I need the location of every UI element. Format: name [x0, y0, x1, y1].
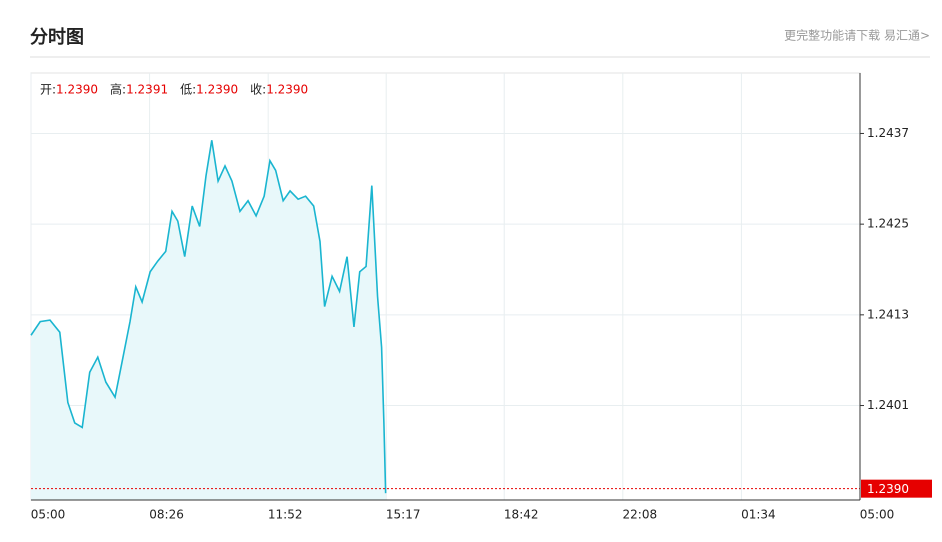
last-price-tag: [861, 479, 932, 498]
x-tick-label: 18:42: [504, 508, 539, 522]
x-tick-label: 05:00: [860, 508, 895, 522]
stat-value: 1.2391: [126, 83, 168, 97]
x-tick-label: 11:52: [268, 508, 303, 522]
x-tick-label: 01:34: [741, 508, 776, 522]
x-tick-label: 15:17: [386, 508, 421, 522]
x-tick-label: 22:08: [623, 508, 658, 522]
stat-label: 高:: [110, 82, 126, 97]
y-tick-label: 1.2437: [867, 126, 909, 140]
last-price-label: 1.2390: [867, 482, 909, 496]
stat-value: 1.2390: [266, 83, 308, 97]
x-tick-label: 05:00: [31, 508, 66, 522]
stat-label: 低:: [180, 83, 196, 97]
x-tick-label: 08:26: [149, 508, 184, 522]
y-tick-label: 1.2425: [867, 217, 909, 231]
y-tick-label: 1.2401: [867, 398, 909, 412]
stat-value: 1.2390: [56, 83, 98, 97]
stat-label: 开:: [40, 83, 56, 97]
price-line: [30, 140, 387, 494]
stat-label: 收:: [250, 83, 266, 97]
stat-value: 1.2390: [196, 83, 238, 97]
page-title: 分时图: [30, 27, 84, 48]
y-tick-label: 1.2413: [867, 307, 909, 321]
download-link[interactable]: 更完整功能请下载 易汇通>: [784, 28, 930, 43]
area: [31, 140, 386, 500]
